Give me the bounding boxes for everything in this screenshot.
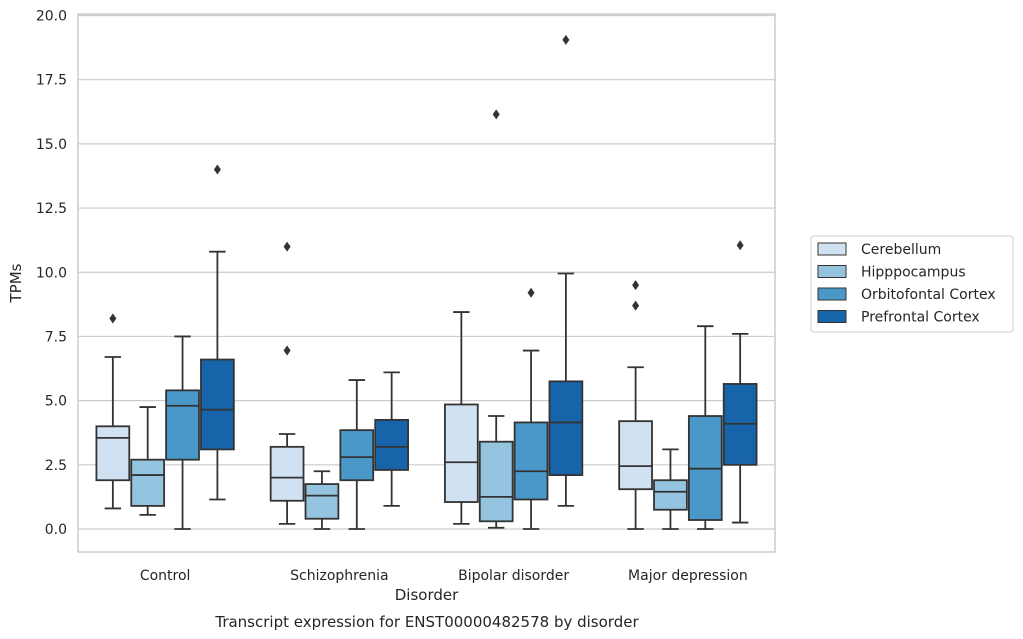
iqr-box — [444, 403, 479, 503]
iqr-box — [95, 425, 131, 482]
box-prefrontal-cortex-major-depression — [722, 240, 758, 524]
legend: Cerebellum Hipppocampus Orbitofontal Corte… — [810, 235, 1014, 333]
y-tick-labels: 0.0 2.5 5.0 7.5 10.0 12.5 15.0 17.5 20.0 — [36, 9, 67, 539]
box-orbitofontal-cortex-major-depression — [687, 325, 723, 530]
box-cerebellum-control — [95, 313, 131, 510]
plot-frame — [77, 13, 776, 553]
outlier-point — [632, 300, 640, 311]
y-tick-label: 17.5 — [36, 73, 67, 89]
legend-swatch — [817, 265, 847, 278]
x-tick-labels: Control Schizophrenia Bipolar disorder Majo… — [140, 568, 748, 584]
legend-swatch — [817, 287, 847, 301]
y-axis-title: TPMs — [7, 263, 25, 303]
y-tick-label: 2.5 — [45, 458, 67, 474]
iqr-box — [653, 479, 688, 511]
legend-swatch — [817, 310, 847, 323]
legend-label: Cerebellum — [861, 242, 941, 258]
iqr-box — [130, 458, 166, 507]
outlier-point — [213, 164, 221, 175]
x-axis-title: Disorder — [395, 586, 459, 604]
x-tick-label: Major depression — [628, 568, 748, 584]
iqr-box — [513, 421, 549, 501]
iqr-box — [374, 418, 409, 471]
box-orbitofontal-cortex-schizophrenia — [339, 379, 375, 530]
box-hipppocampus-control — [130, 406, 166, 516]
box-orbitofontal-cortex-control — [165, 335, 200, 530]
outlier-point — [109, 313, 117, 324]
iqr-box — [618, 420, 653, 491]
iqr-box — [339, 429, 375, 482]
iqr-box — [200, 358, 235, 451]
legend-frame — [810, 235, 1014, 333]
outlier-point — [562, 34, 570, 45]
x-tick-label: Control — [140, 568, 191, 584]
y-tick-label: 10.0 — [36, 265, 67, 281]
y-tick-label: 0.0 — [45, 522, 67, 538]
legend-label: Hipppocampus — [861, 265, 966, 281]
outlier-point — [736, 240, 744, 251]
iqr-box — [304, 483, 340, 520]
chart-caption: Transcript expression for ENST0000048257… — [214, 613, 639, 631]
box-cerebellum-major-depression — [618, 280, 653, 530]
outlier-point — [632, 280, 640, 291]
iqr-box — [548, 380, 584, 476]
box-hipppocampus-schizophrenia — [304, 470, 340, 530]
outlier-point — [283, 241, 291, 252]
box-orbitofontal-cortex-bipolar-disorder — [513, 287, 549, 530]
box-cerebellum-schizophrenia — [269, 241, 305, 525]
y-tick-label: 12.5 — [36, 201, 67, 217]
legend-label: Prefrontal Cortex — [861, 310, 980, 326]
outlier-point — [283, 345, 291, 356]
box-hipppocampus-bipolar-disorder — [478, 109, 514, 529]
outlier-point — [492, 109, 500, 120]
box-prefrontal-cortex-schizophrenia — [374, 371, 409, 507]
y-tick-label: 5.0 — [45, 394, 67, 410]
box-cerebellum-bipolar-disorder — [444, 311, 479, 525]
box-prefrontal-cortex-bipolar-disorder — [548, 34, 584, 507]
box-hipppocampus-major-depression — [653, 448, 688, 530]
y-tick-label: 7.5 — [45, 329, 67, 345]
legend-label: Orbitofontal Cortex — [861, 287, 996, 303]
y-tick-label: 20.0 — [36, 9, 67, 25]
outlier-point — [527, 287, 535, 298]
legend-swatch — [817, 242, 847, 256]
iqr-box — [269, 445, 305, 502]
x-tick-label: Schizophrenia — [290, 568, 388, 584]
iqr-box — [478, 440, 514, 523]
iqr-box — [165, 389, 200, 461]
x-tick-label: Bipolar disorder — [458, 568, 569, 584]
y-tick-label: 15.0 — [36, 137, 67, 153]
boxes — [95, 34, 758, 530]
box-prefrontal-cortex-control — [200, 164, 235, 501]
